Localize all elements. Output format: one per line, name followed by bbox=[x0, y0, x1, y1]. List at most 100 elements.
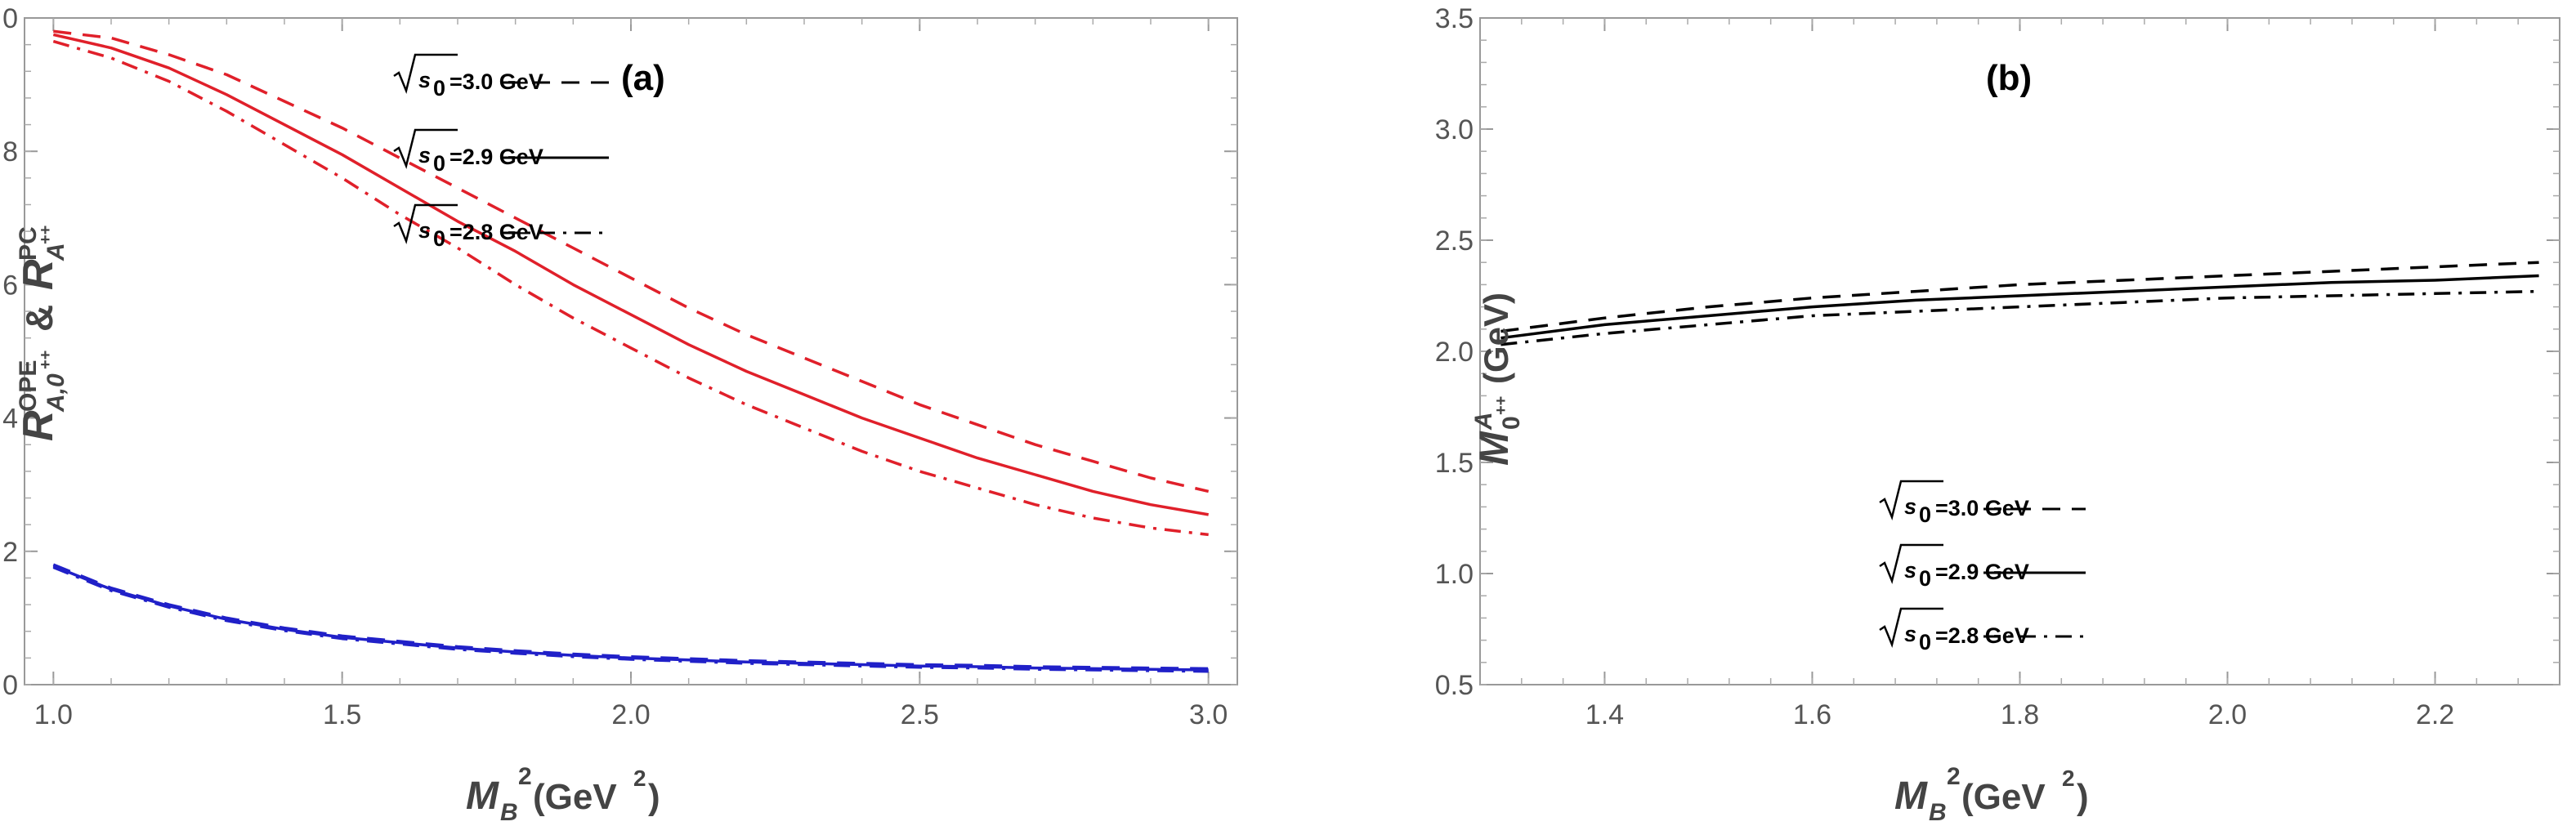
legend-entry: s 0 =3.0 GeV bbox=[1879, 480, 2086, 527]
legend-root-sub: 0 bbox=[433, 76, 445, 100]
y-title-r2-subsup: ++ bbox=[37, 225, 55, 244]
x-tick-label: 1.4 bbox=[1585, 699, 1624, 730]
legend-root-symbol: s bbox=[418, 218, 431, 243]
y-title-m-sub: 0 bbox=[1498, 416, 1525, 430]
x-tick-label: 3.0 bbox=[1189, 699, 1228, 730]
sqrt-radical-icon bbox=[1879, 543, 1943, 585]
x-tick-label: 2.0 bbox=[2208, 699, 2247, 730]
y-title-r1: R bbox=[15, 410, 62, 441]
x-title-main-b: M bbox=[1894, 775, 1928, 818]
x-tick-label: 2.5 bbox=[901, 699, 939, 730]
x-title-close-b: ) bbox=[2077, 777, 2089, 817]
series-line-solid-1 bbox=[1500, 274, 2539, 340]
x-tick-label: 1.0 bbox=[34, 699, 73, 730]
series-line-solid-4 bbox=[52, 565, 1209, 672]
legend-root-sub: 0 bbox=[433, 226, 445, 251]
series-line-dashed-0 bbox=[1500, 261, 2539, 333]
sqrt-radical-icon bbox=[393, 128, 458, 170]
legend-root-symbol: s bbox=[418, 68, 431, 92]
legend-label: =3.0 GeV bbox=[449, 69, 543, 94]
panel-label-b: (b) bbox=[1986, 58, 2032, 98]
x-tick-label: 1.6 bbox=[1793, 699, 1831, 730]
legend-root-symbol: s bbox=[1904, 494, 1916, 519]
legend-entry: s 0 =2.8 GeV bbox=[1879, 607, 2086, 654]
y-title-r1-sub: A,0 bbox=[42, 373, 69, 413]
y-tick-label: 0.2 bbox=[0, 537, 18, 568]
y-title-m: M bbox=[1471, 431, 1517, 466]
x-tick-label: 2.0 bbox=[611, 699, 650, 730]
y-title-r2-sup: PC bbox=[15, 226, 42, 261]
legend-root-symbol: s bbox=[418, 143, 431, 167]
x-title-unit-a: (GeV bbox=[533, 777, 617, 817]
series-group-a bbox=[52, 29, 1210, 673]
y-title-amp: & bbox=[18, 305, 60, 332]
legend-entry: s 0 =3.0 GeV bbox=[393, 53, 609, 100]
sqrt-radical-icon bbox=[1879, 607, 1943, 649]
y-tick-label: 1.5 bbox=[1435, 448, 1474, 479]
x-tick-label: 1.5 bbox=[323, 699, 361, 730]
y-title-r1-subsup: ++ bbox=[37, 350, 55, 369]
x-title-sup-b: 2 bbox=[1947, 763, 1961, 790]
axis-ticks-a: 1.0 1.5 2.0 2.5 3.0 0.0 0.2 0.4 0.6 0.8 1.0 bbox=[0, 3, 1237, 730]
y-title-r1-sup: OPE bbox=[15, 360, 42, 412]
legend-entry: s 0 =2.8 GeV bbox=[393, 203, 609, 251]
y-tick-label: 0.5 bbox=[1435, 670, 1474, 701]
plot-frame-b bbox=[1479, 17, 2560, 685]
y-axis-title-a: R OPE A,0 ++ & R PC A ++ bbox=[15, 225, 69, 441]
legend-root-symbol: s bbox=[1904, 558, 1916, 583]
y-tick-label: 2.5 bbox=[1435, 225, 1474, 257]
y-title-m-sup: A bbox=[1470, 412, 1497, 431]
x-title-unit-sup-b: 2 bbox=[2062, 766, 2075, 791]
y-tick-label: 2.0 bbox=[1435, 337, 1474, 368]
series-line-dashed-0 bbox=[53, 29, 1210, 493]
x-tick-label: 2.2 bbox=[2416, 699, 2454, 730]
sqrt-radical-icon bbox=[393, 203, 458, 245]
series-line-dashdot-5 bbox=[52, 565, 1209, 673]
x-title-unit-sup-a: 2 bbox=[633, 766, 646, 791]
legend-root-sub: 0 bbox=[1919, 566, 1931, 591]
y-tick-label: 0.6 bbox=[0, 270, 18, 301]
legend-root-sub: 0 bbox=[433, 151, 445, 176]
panel-b: 1.4 1.6 1.8 2.0 2.20.51.01.52.02.53.03.5 s 0 =… bbox=[1435, 3, 2560, 826]
y-axis-title-b: M A 0 ++ (GeV) bbox=[1470, 292, 1525, 466]
x-title-unit-b: (GeV bbox=[1961, 777, 2046, 817]
y-tick-label: 1.0 bbox=[1435, 559, 1474, 590]
plot-frame-a bbox=[24, 17, 1238, 685]
panel-a: 1.01.52.02.53.00.00.20.40.60.81.0 s0=3.0… bbox=[0, 3, 1238, 826]
legend-root-symbol: s bbox=[1904, 622, 1916, 646]
y-tick-label: 0.8 bbox=[0, 136, 18, 167]
y-tick-label: 0.4 bbox=[0, 404, 18, 435]
x-title-sub-b: B bbox=[1929, 799, 1947, 826]
legend-root-sub: 0 bbox=[1919, 630, 1931, 654]
y-title-m-unit: (GeV) bbox=[1477, 292, 1515, 384]
y-tick-label: 3.0 bbox=[1435, 114, 1474, 145]
x-title-sub-a: B bbox=[500, 799, 518, 826]
x-axis-title-a: M B 2 (GeV 2 ) bbox=[466, 763, 660, 826]
axis-ticks-b: 1.4 1.6 1.8 2.0 2.2 0.5 1.0 1.5 2.0 2.5 3.0 3.5 bbox=[1435, 3, 2560, 730]
legend-root-sub: 0 bbox=[1919, 502, 1931, 527]
series-group-b bbox=[1500, 261, 2539, 346]
legend-entry: s 0 =2.9 GeV bbox=[1879, 543, 2086, 591]
x-title-main-a: M bbox=[466, 775, 499, 818]
panel-label-a: (a) bbox=[621, 58, 665, 98]
x-tick-label: 1.8 bbox=[2001, 699, 2039, 730]
y-tick-label: 0.0 bbox=[0, 670, 18, 701]
series-line-solid-1 bbox=[52, 33, 1209, 516]
sqrt-radical-icon bbox=[1879, 480, 1943, 521]
y-title-r2-sub: A bbox=[42, 243, 69, 261]
series-line-dashdot-2 bbox=[1500, 289, 2539, 346]
series-line-dashed-3 bbox=[52, 563, 1209, 671]
y-title-m-subsup: ++ bbox=[1492, 396, 1510, 415]
x-title-sup-a: 2 bbox=[518, 763, 532, 790]
y-tick-label: 1.0 bbox=[0, 3, 18, 34]
x-axis-title-b: M B 2 (GeV 2 ) bbox=[1894, 763, 2089, 826]
legend-entry: s 0 =2.9 GeV bbox=[393, 128, 609, 176]
x-title-close-a: ) bbox=[648, 777, 660, 817]
legend-label: =2.8 GeV bbox=[1935, 623, 2029, 648]
sqrt-radical-icon bbox=[393, 53, 458, 95]
y-title-r2: R bbox=[15, 259, 62, 290]
y-tick-label: 3.5 bbox=[1435, 3, 1474, 34]
